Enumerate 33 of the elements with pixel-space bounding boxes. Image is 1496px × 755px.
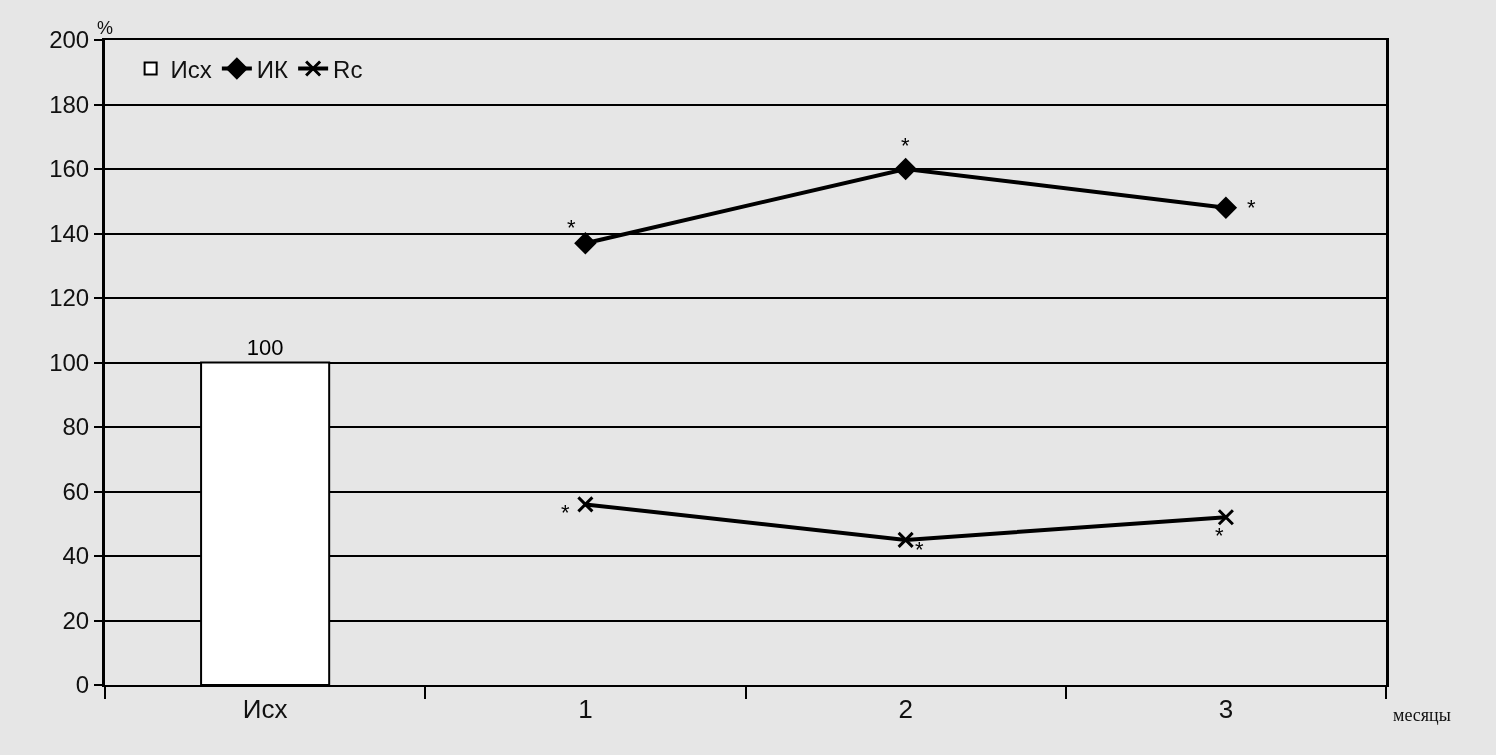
annotation: *	[915, 537, 924, 562]
y-tick-label: 120	[49, 284, 90, 312]
data-label: 100	[246, 334, 284, 360]
x-tick-label: 1	[578, 694, 593, 725]
y-tick-label: 140	[49, 219, 90, 247]
x-tick-label: 2	[898, 694, 913, 725]
y-tick-label: 180	[49, 90, 90, 118]
legend-label: Rc	[333, 55, 363, 83]
y-tick-label: 160	[49, 155, 90, 183]
point	[897, 531, 915, 549]
point	[574, 232, 596, 254]
point	[576, 495, 594, 513]
annotation: *	[1247, 195, 1256, 220]
y-tick-label: 200	[49, 26, 90, 54]
x-tick-label: 3	[1218, 694, 1234, 725]
y-axis-title: %	[97, 18, 114, 38]
y-tick-label: 0	[75, 671, 90, 699]
y-tick-label: 20	[62, 606, 90, 634]
x-axis-title: месяцы	[1393, 705, 1451, 725]
y-tick-label: 80	[62, 413, 90, 441]
point	[1215, 197, 1237, 219]
point	[1217, 508, 1235, 526]
legend-label: ИК	[256, 55, 289, 83]
point	[895, 158, 917, 180]
annotation: *	[567, 215, 576, 240]
y-tick-label: 40	[62, 542, 90, 570]
annotation: *	[901, 133, 910, 158]
annotation: *	[1215, 523, 1224, 548]
annotation: *	[561, 500, 570, 525]
y-tick-label: 100	[49, 348, 90, 376]
y-tick-label: 60	[62, 477, 90, 505]
x-tick-label: Исх	[242, 694, 288, 725]
legend-label: Исх	[170, 55, 212, 83]
